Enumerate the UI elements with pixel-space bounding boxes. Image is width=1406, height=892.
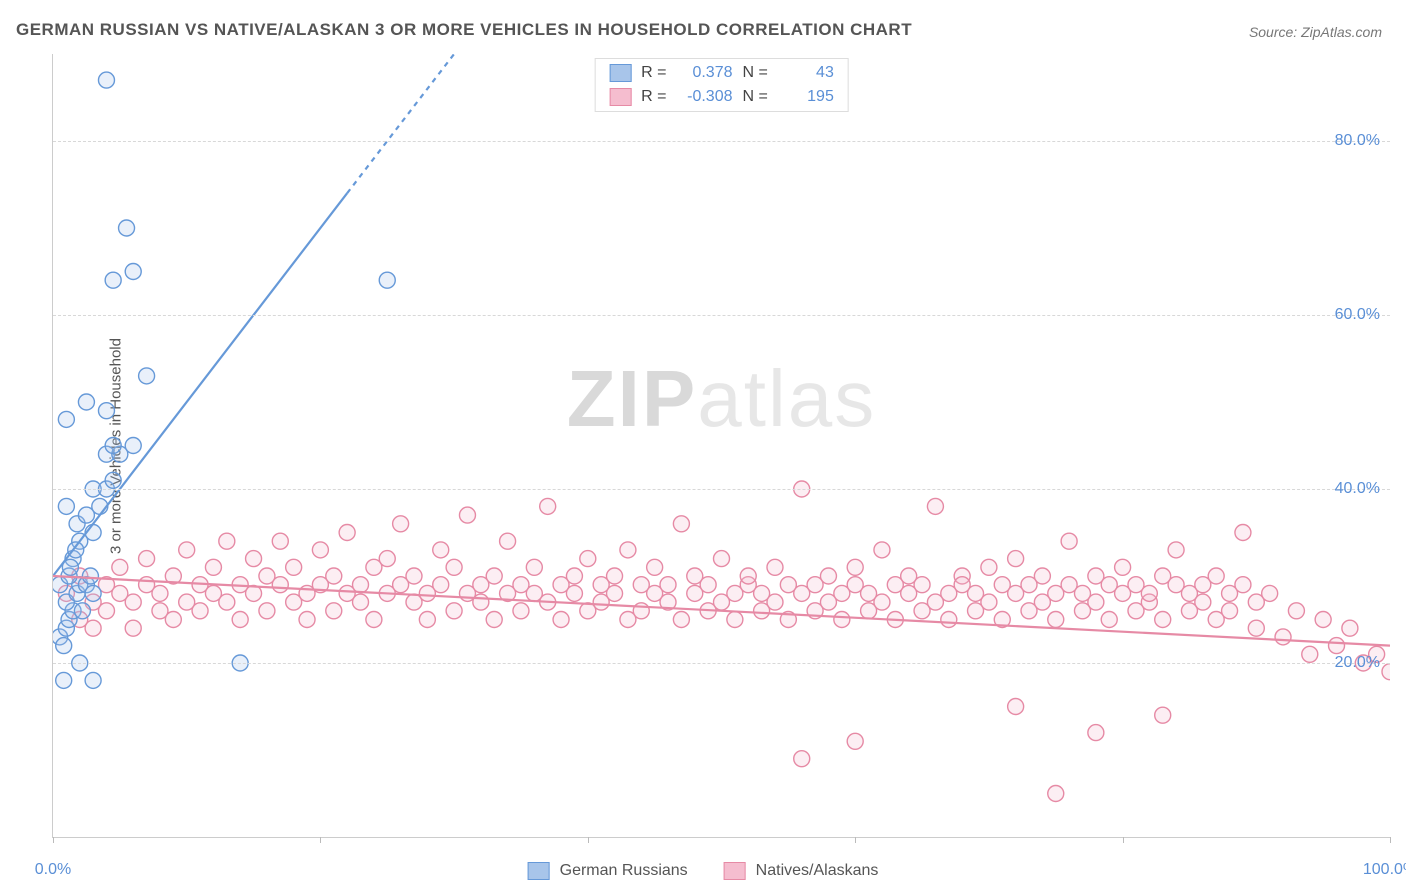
legend-label-blue: German Russians bbox=[560, 862, 688, 880]
swatch-blue bbox=[609, 64, 631, 82]
swatch-blue bbox=[528, 862, 550, 880]
swatch-pink bbox=[609, 88, 631, 106]
stats-row-blue: R = 0.378 N = 43 bbox=[595, 61, 848, 85]
swatch-pink bbox=[724, 862, 746, 880]
legend-item-pink: Natives/Alaskans bbox=[724, 862, 879, 880]
n-value-blue: 43 bbox=[778, 64, 834, 82]
legend-item-blue: German Russians bbox=[528, 862, 688, 880]
chart-plot-area: ZIPatlas R = 0.378 N = 43 R = -0.308 N =… bbox=[52, 54, 1390, 838]
scatter-svg bbox=[53, 54, 1390, 837]
r-value-pink: -0.308 bbox=[677, 88, 733, 106]
correlation-stats-box: R = 0.378 N = 43 R = -0.308 N = 195 bbox=[594, 58, 849, 112]
legend-label-pink: Natives/Alaskans bbox=[756, 862, 879, 880]
n-label: N = bbox=[743, 88, 768, 106]
legend: German Russians Natives/Alaskans bbox=[528, 862, 879, 880]
n-value-pink: 195 bbox=[778, 88, 834, 106]
n-label: N = bbox=[743, 64, 768, 82]
r-label: R = bbox=[641, 64, 666, 82]
source-attribution: Source: ZipAtlas.com bbox=[1249, 24, 1382, 40]
r-label: R = bbox=[641, 88, 666, 106]
chart-title: GERMAN RUSSIAN VS NATIVE/ALASKAN 3 OR MO… bbox=[16, 20, 912, 40]
r-value-blue: 0.378 bbox=[677, 64, 733, 82]
stats-row-pink: R = -0.308 N = 195 bbox=[595, 85, 848, 109]
